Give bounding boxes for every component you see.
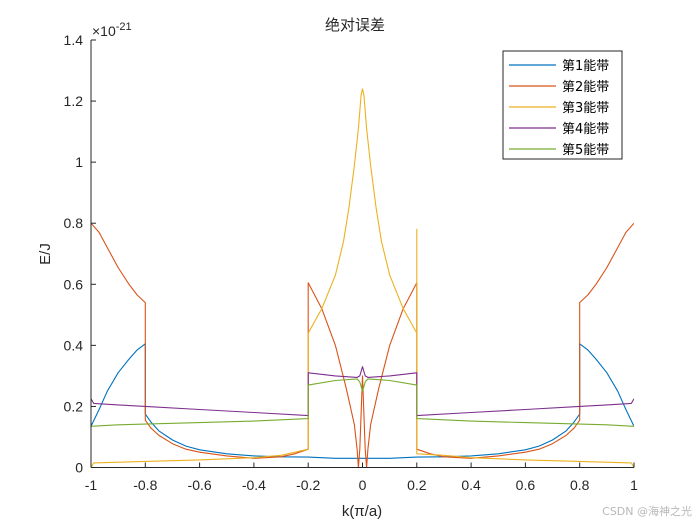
x-tick-label: -0.2 <box>296 477 320 493</box>
plot-lines <box>91 88 634 468</box>
x-tick-label: 0.2 <box>407 477 427 493</box>
axes: -1 -0.8 -0.6 -0.4 -0.2 0 0.2 0.4 0.6 0.8 1 0 0.2 0.4… <box>64 32 639 493</box>
series-line-band-5 <box>91 378 634 427</box>
legend-label: 第3能带 <box>562 101 609 116</box>
series-line-band-3 <box>91 88 634 468</box>
x-axis-label: k(π/a) <box>342 503 382 520</box>
y-exponent-label: ×10-21 <box>92 21 132 39</box>
legend-label: 第1能带 <box>562 59 609 74</box>
plot-title: 绝对误差 <box>325 16 385 34</box>
x-tick-label: -0.8 <box>133 477 157 493</box>
y-axis-label: E/J <box>37 243 54 265</box>
x-tick-label: 0 <box>359 477 367 493</box>
legend-box <box>502 50 623 160</box>
x-tick-label: -0.6 <box>188 477 212 493</box>
y-ticks: 0 0.2 0.4 0.6 0.8 1 1.2 1.4 <box>64 32 96 476</box>
x-tick-label: -1 <box>85 477 98 493</box>
series-line-band-2 <box>91 222 634 468</box>
x-tick-label: 0.8 <box>570 477 590 493</box>
y-tick-label: 1 <box>75 154 83 170</box>
legend-item-band-1[interactable]: 第1能带 <box>509 59 609 74</box>
chart-title: 绝对误差 <box>325 16 385 34</box>
y-tick-label: 0.8 <box>64 215 84 231</box>
legend-item-band-5[interactable]: 第5能带 <box>509 143 609 158</box>
legend-label: 第4能带 <box>562 122 609 137</box>
y-tick-label: 1.4 <box>64 32 84 48</box>
y-tick-label: 1.2 <box>64 93 84 109</box>
series-line-band-1 <box>91 343 634 459</box>
series-line-band-4 <box>91 366 634 417</box>
x-tick-label: 0.4 <box>461 477 481 493</box>
x-tick-label: 0.6 <box>516 477 536 493</box>
y-tick-label: 0 <box>75 460 83 476</box>
legend-item-band-3[interactable]: 第3能带 <box>509 101 609 116</box>
y-exponent: ×10-21 <box>92 21 132 39</box>
y-tick-label: 0.4 <box>64 337 84 353</box>
x-tick-label: -0.4 <box>242 477 266 493</box>
watermark: CSDN @海神之光 <box>602 505 692 518</box>
legend-label: 第2能带 <box>562 80 609 95</box>
y-tick-label: 0.2 <box>64 398 84 414</box>
x-ticks: -1 -0.8 -0.6 -0.4 -0.2 0 0.2 0.4 0.6 0.8 1 <box>85 462 638 493</box>
legend-item-band-2[interactable]: 第2能带 <box>509 80 609 95</box>
legend-item-band-4[interactable]: 第4能带 <box>509 122 609 137</box>
x-tick-label: 1 <box>630 477 638 493</box>
y-tick-label: 0.6 <box>64 276 84 292</box>
legend-label: 第5能带 <box>562 143 609 158</box>
